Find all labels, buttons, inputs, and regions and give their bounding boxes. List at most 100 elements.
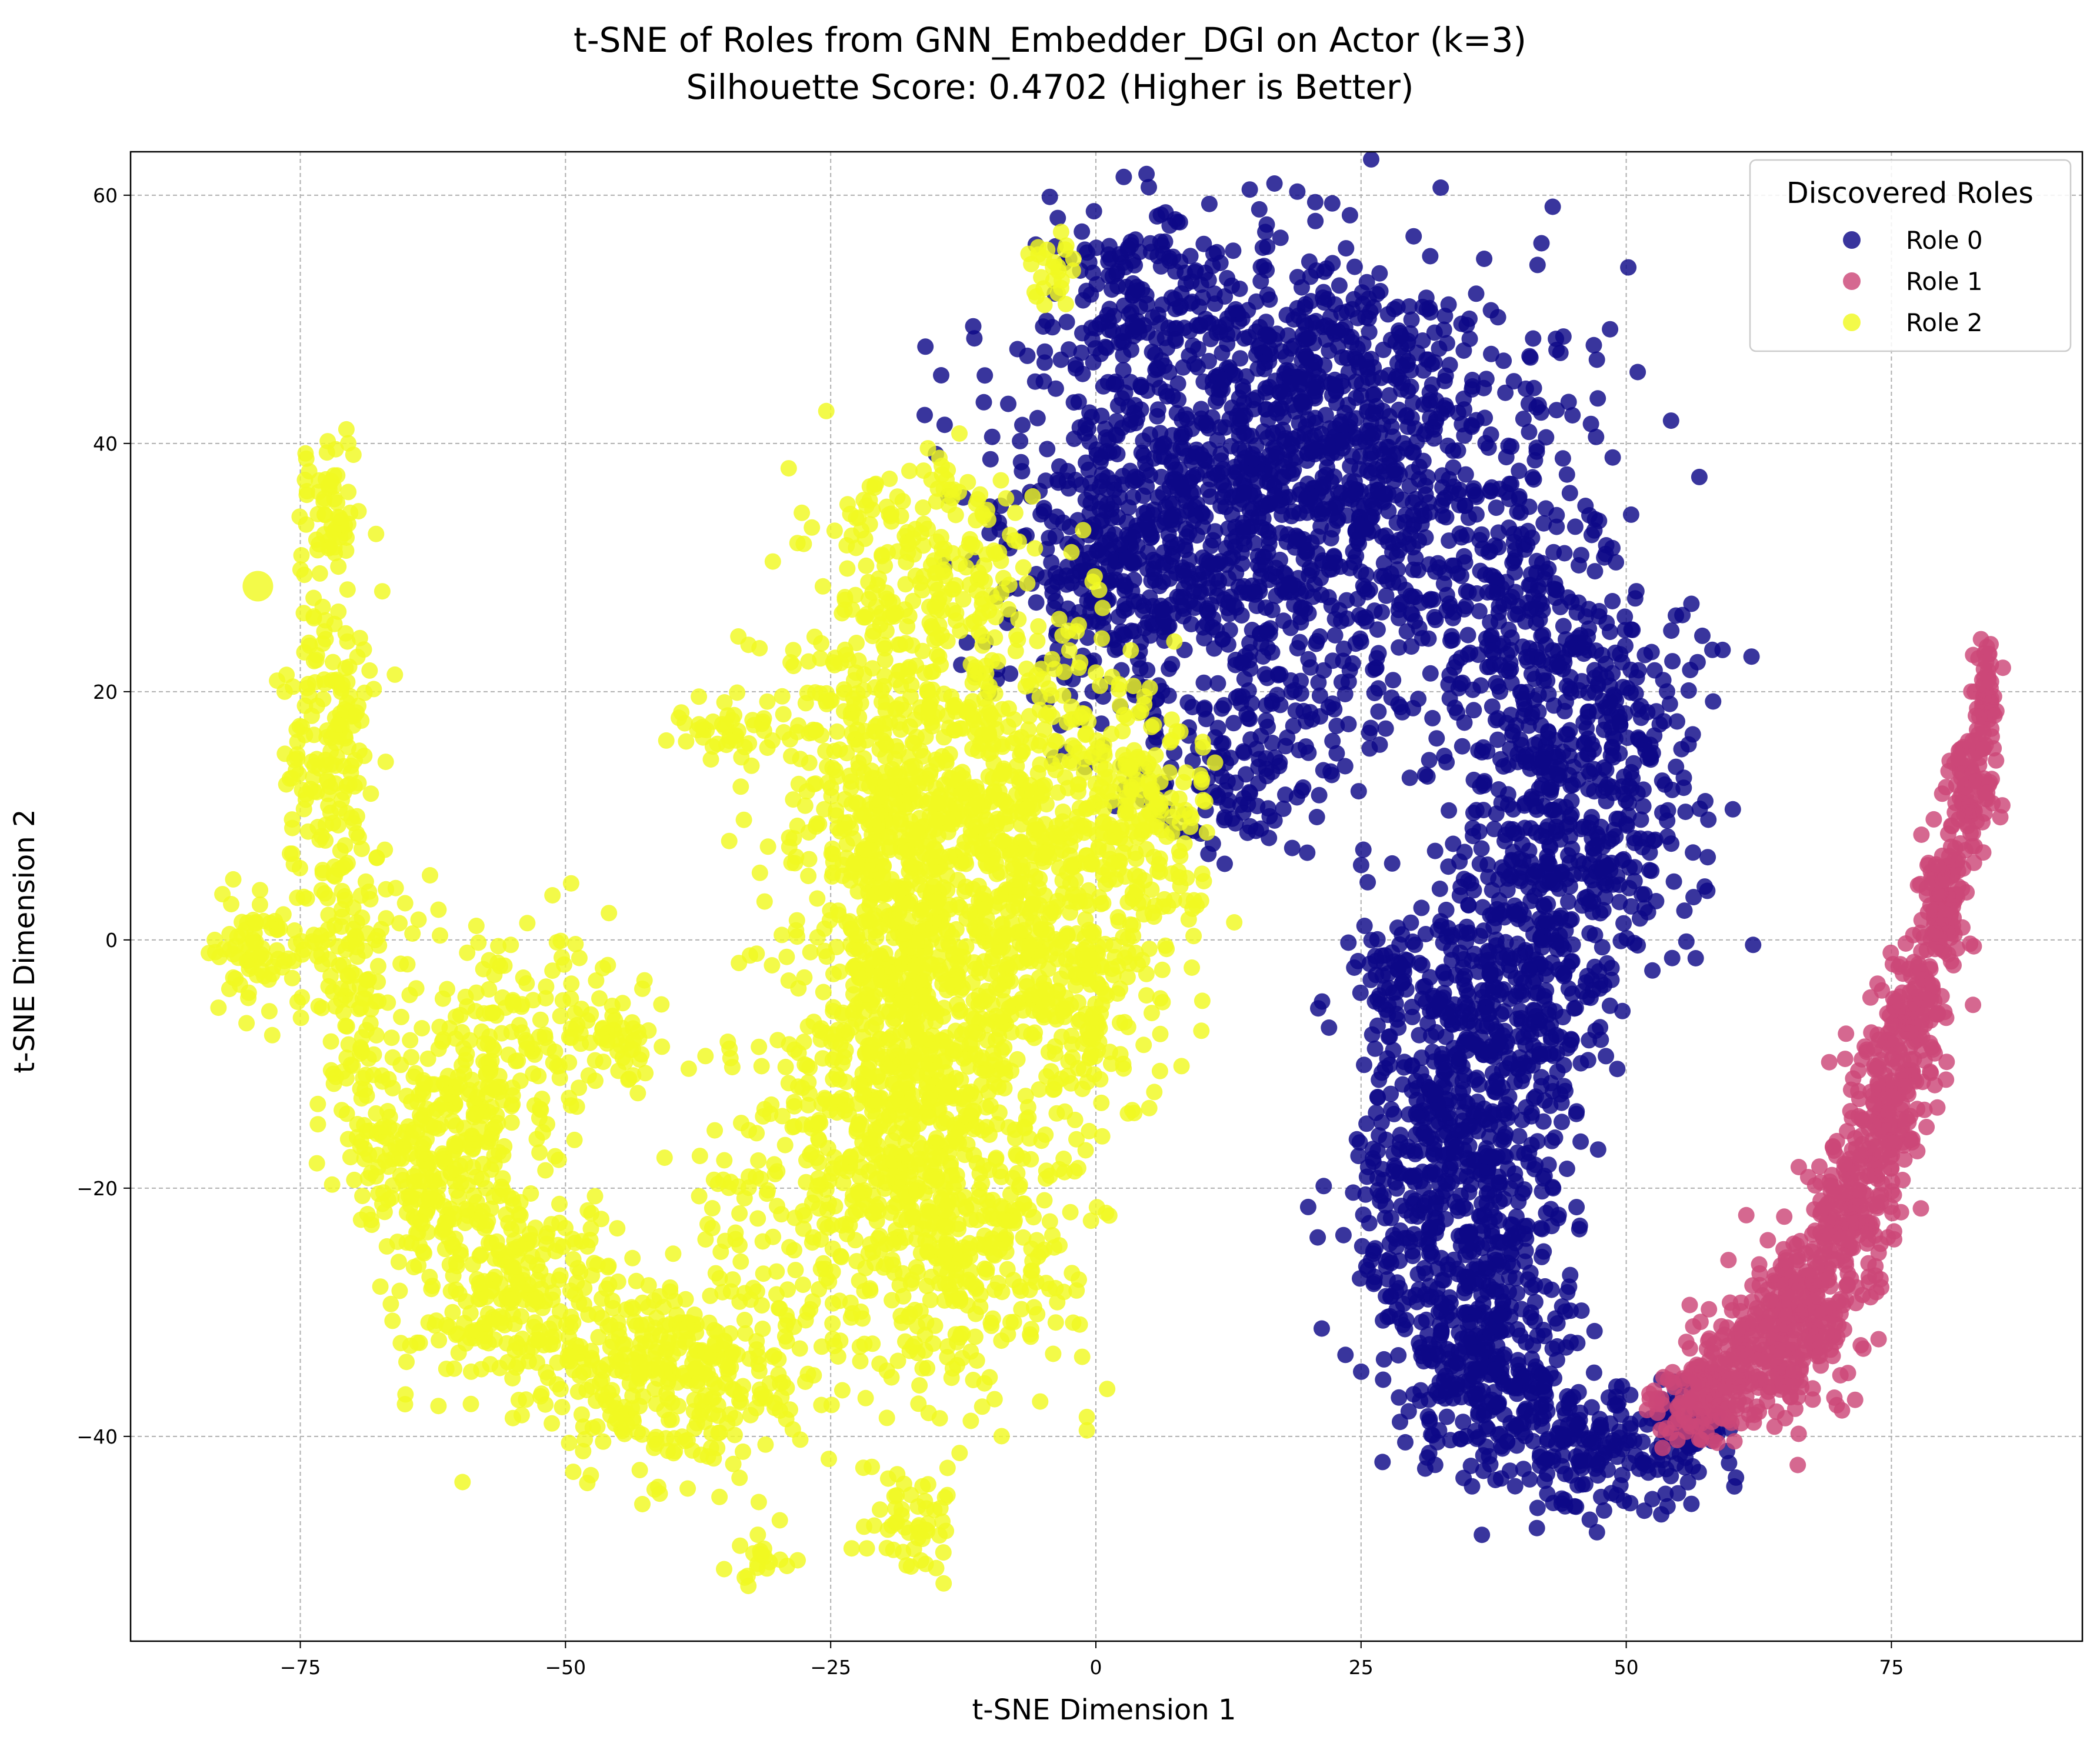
scatter-point	[1539, 896, 1556, 912]
scatter-point	[1117, 385, 1134, 401]
scatter-point	[1913, 1200, 1929, 1216]
scatter-point	[1312, 628, 1328, 645]
scatter-point	[1437, 397, 1454, 414]
scatter-point	[1532, 1220, 1549, 1236]
scatter-point	[1807, 1222, 1824, 1239]
scatter-point	[1472, 563, 1489, 579]
scatter-point	[1588, 1022, 1604, 1039]
scatter-point	[1525, 331, 1541, 347]
scatter-point	[1589, 837, 1605, 854]
scatter-point	[1571, 1384, 1587, 1401]
scatter-point	[1506, 1074, 1523, 1091]
scatter-point	[1307, 410, 1324, 426]
scatter-point	[1225, 715, 1242, 731]
scatter-point	[1591, 513, 1607, 529]
scatter-point	[1518, 381, 1534, 397]
scatter-point	[1983, 674, 1999, 690]
scatter-point	[1121, 499, 1137, 516]
scatter-point	[1564, 407, 1581, 424]
scatter-point	[1491, 781, 1507, 798]
scatter-point	[1456, 844, 1473, 860]
scatter-point	[1969, 722, 1985, 738]
scatter-point	[1529, 444, 1545, 460]
scatter-point	[1666, 874, 1682, 890]
scatter-point	[1426, 1054, 1442, 1070]
scatter-point	[1678, 934, 1695, 950]
scatter-point	[1922, 1065, 1939, 1081]
scatter-point	[1260, 326, 1276, 343]
scatter-point	[1099, 469, 1116, 486]
scatter-point	[1235, 688, 1251, 705]
scatter-point	[1361, 310, 1377, 326]
scatter-point	[1449, 565, 1466, 582]
scatter-point	[1488, 1084, 1504, 1101]
scatter-point	[1219, 270, 1235, 286]
scatter-point	[1363, 151, 1379, 168]
scatter-point	[1405, 1386, 1422, 1402]
scatter-point	[1605, 749, 1622, 765]
scatter-point	[1405, 228, 1422, 245]
scatter-point	[1624, 771, 1641, 787]
scatter-point	[1454, 1122, 1470, 1138]
scatter-point	[1471, 1076, 1488, 1093]
scatter-point	[1354, 375, 1370, 392]
scatter-point	[1513, 526, 1529, 542]
scatter-point	[1101, 301, 1118, 317]
scatter-point	[1384, 418, 1400, 435]
scatter-point	[1406, 936, 1423, 953]
scatter-point	[1391, 610, 1407, 626]
scatter-point	[1108, 265, 1125, 282]
scatter-point	[1569, 1417, 1586, 1434]
scatter-point	[1503, 852, 1519, 868]
scatter-point	[1517, 944, 1534, 961]
scatter-point	[1842, 1221, 1859, 1237]
scatter-point	[1411, 459, 1428, 475]
scatter-point	[1139, 511, 1156, 528]
scatter-point	[1562, 1302, 1579, 1319]
scatter-point	[1176, 319, 1192, 336]
scatter-point	[1414, 957, 1431, 974]
scatter-point	[1571, 557, 1587, 574]
scatter-point	[1848, 1295, 1864, 1311]
scatter-point	[1442, 599, 1458, 615]
scatter-point	[1342, 560, 1358, 576]
scatter-point	[1370, 680, 1386, 696]
scatter-point	[1358, 1115, 1375, 1132]
scatter-point	[1038, 312, 1055, 329]
scatter-point	[1165, 388, 1181, 405]
scatter-point	[1145, 561, 1162, 577]
scatter-point	[1612, 1477, 1629, 1494]
scatter-point	[1315, 469, 1331, 485]
scatter-point	[1014, 463, 1030, 479]
scatter-point	[1378, 528, 1394, 544]
scatter-point	[1201, 554, 1218, 570]
scatter-point	[1526, 471, 1542, 488]
scatter-point	[1585, 982, 1601, 999]
scatter-point	[1277, 786, 1294, 803]
scatter-point	[1337, 686, 1354, 702]
scatter-point	[1186, 356, 1203, 372]
scatter-point	[1432, 179, 1449, 196]
scatter-point	[1340, 935, 1356, 951]
scatter-point	[1562, 485, 1578, 501]
scatter-point	[1308, 320, 1325, 336]
scatter-point	[1599, 1462, 1616, 1478]
scatter-point	[1630, 701, 1646, 718]
scatter-point	[1608, 554, 1624, 571]
scatter-point	[1454, 738, 1471, 755]
scatter-point	[1422, 304, 1439, 321]
scatter-point	[1114, 333, 1130, 349]
scatter-point	[1844, 1163, 1861, 1179]
scatter-point	[1585, 741, 1602, 758]
scatter-point	[1645, 833, 1662, 849]
scatter-point	[1114, 624, 1130, 640]
scatter-point	[1374, 1065, 1390, 1081]
scatter-point	[1356, 918, 1373, 934]
scatter-point	[1335, 1227, 1352, 1244]
scatter-point	[1315, 662, 1332, 679]
scatter-point	[1332, 416, 1348, 433]
scatter-point	[1965, 938, 1982, 955]
scatter-point	[1634, 1434, 1651, 1450]
scatter-point	[1389, 299, 1406, 315]
scatter-point	[1251, 583, 1268, 599]
